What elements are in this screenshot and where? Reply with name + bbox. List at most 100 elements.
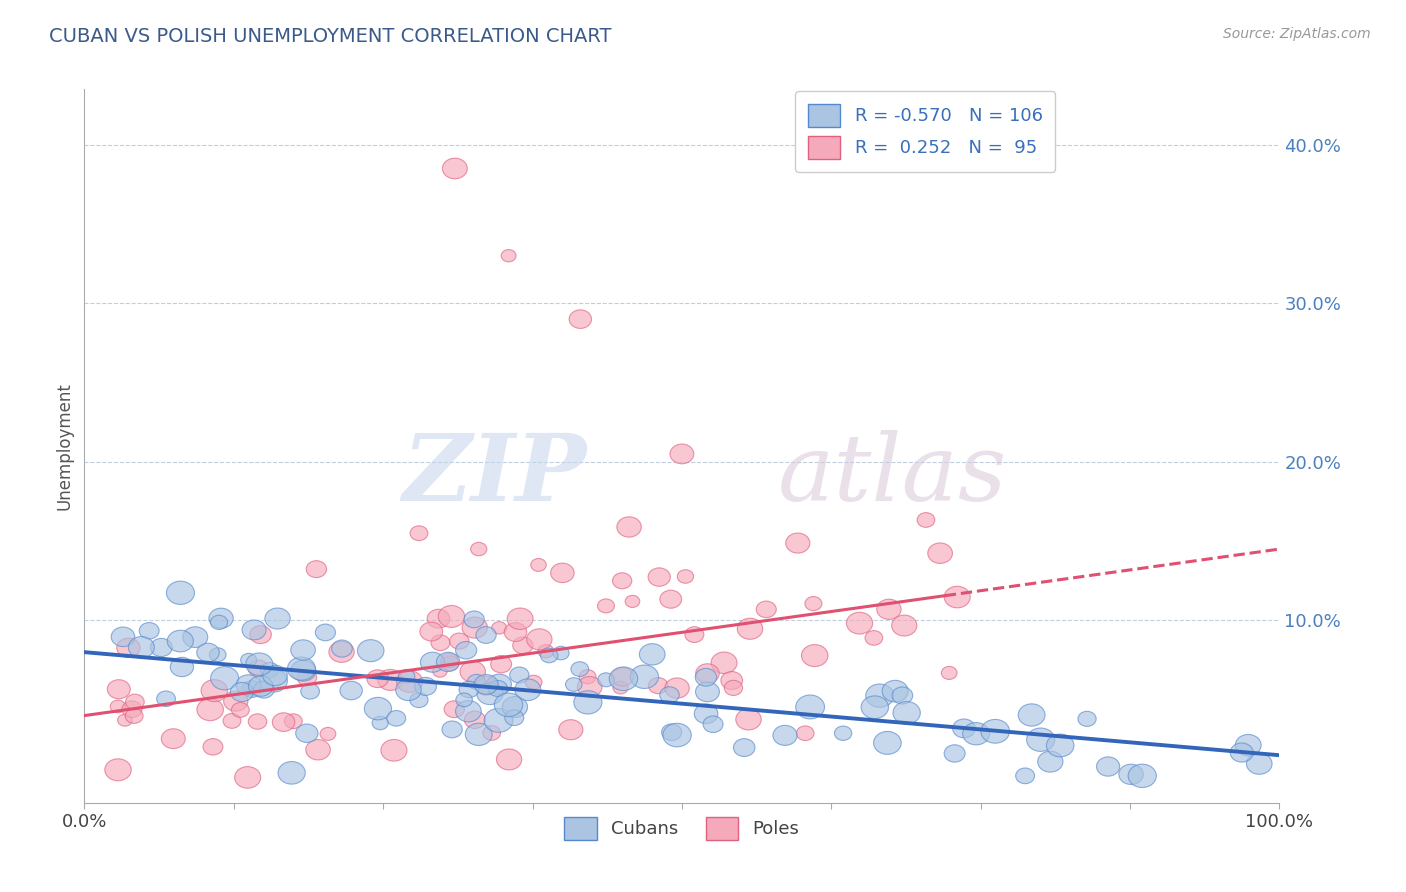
Ellipse shape: [893, 701, 921, 724]
Ellipse shape: [117, 638, 141, 657]
Ellipse shape: [505, 710, 524, 725]
Ellipse shape: [945, 745, 965, 762]
Ellipse shape: [513, 637, 533, 654]
Ellipse shape: [456, 641, 477, 659]
Ellipse shape: [786, 533, 810, 553]
Ellipse shape: [381, 739, 406, 761]
Ellipse shape: [796, 726, 814, 740]
Ellipse shape: [463, 617, 488, 638]
Ellipse shape: [249, 660, 269, 677]
Ellipse shape: [253, 681, 274, 698]
Ellipse shape: [626, 595, 640, 607]
Ellipse shape: [571, 662, 589, 676]
Ellipse shape: [264, 608, 290, 629]
Ellipse shape: [558, 720, 583, 739]
Ellipse shape: [105, 759, 131, 780]
Ellipse shape: [387, 711, 406, 726]
Ellipse shape: [301, 683, 319, 699]
Text: atlas: atlas: [778, 430, 1007, 519]
Ellipse shape: [278, 762, 305, 784]
Ellipse shape: [450, 633, 470, 649]
Ellipse shape: [609, 667, 638, 690]
Ellipse shape: [510, 667, 529, 683]
Y-axis label: Unemployment: Unemployment: [55, 382, 73, 510]
Ellipse shape: [439, 606, 464, 627]
Ellipse shape: [110, 700, 125, 713]
Ellipse shape: [612, 667, 634, 686]
Ellipse shape: [415, 677, 436, 696]
Ellipse shape: [835, 726, 852, 740]
Ellipse shape: [496, 749, 522, 770]
Ellipse shape: [530, 558, 547, 572]
Ellipse shape: [579, 670, 596, 684]
Ellipse shape: [443, 158, 467, 178]
Ellipse shape: [465, 723, 492, 746]
Ellipse shape: [166, 582, 194, 605]
Ellipse shape: [246, 653, 273, 675]
Ellipse shape: [1128, 764, 1156, 788]
Ellipse shape: [569, 310, 592, 328]
Ellipse shape: [495, 693, 523, 716]
Ellipse shape: [553, 647, 569, 660]
Ellipse shape: [801, 645, 828, 666]
Ellipse shape: [201, 680, 228, 701]
Ellipse shape: [1119, 764, 1143, 784]
Ellipse shape: [1046, 734, 1074, 757]
Ellipse shape: [695, 668, 717, 686]
Ellipse shape: [640, 644, 665, 665]
Ellipse shape: [662, 723, 692, 747]
Ellipse shape: [456, 693, 472, 706]
Ellipse shape: [917, 513, 935, 527]
Ellipse shape: [395, 680, 422, 700]
Ellipse shape: [491, 656, 512, 673]
Ellipse shape: [945, 586, 970, 607]
Ellipse shape: [236, 674, 260, 695]
Ellipse shape: [711, 652, 737, 673]
Ellipse shape: [659, 687, 679, 703]
Ellipse shape: [942, 666, 957, 680]
Ellipse shape: [420, 652, 444, 673]
Ellipse shape: [291, 640, 315, 660]
Ellipse shape: [305, 739, 330, 760]
Ellipse shape: [721, 672, 742, 690]
Ellipse shape: [527, 629, 553, 650]
Ellipse shape: [367, 670, 388, 688]
Ellipse shape: [538, 645, 554, 658]
Ellipse shape: [464, 611, 484, 628]
Ellipse shape: [273, 713, 295, 731]
Ellipse shape: [249, 676, 273, 697]
Ellipse shape: [111, 627, 135, 647]
Ellipse shape: [866, 684, 894, 707]
Ellipse shape: [696, 664, 720, 683]
Ellipse shape: [981, 720, 1010, 743]
Ellipse shape: [488, 681, 508, 697]
Ellipse shape: [1230, 743, 1253, 762]
Ellipse shape: [671, 444, 693, 464]
Ellipse shape: [240, 653, 257, 666]
Ellipse shape: [1078, 711, 1097, 726]
Ellipse shape: [162, 729, 186, 748]
Ellipse shape: [928, 543, 952, 564]
Ellipse shape: [170, 657, 194, 677]
Ellipse shape: [1247, 753, 1272, 774]
Ellipse shape: [1097, 757, 1119, 776]
Ellipse shape: [297, 670, 316, 686]
Ellipse shape: [307, 561, 326, 578]
Ellipse shape: [1015, 768, 1035, 784]
Ellipse shape: [378, 669, 404, 690]
Ellipse shape: [1038, 751, 1063, 772]
Ellipse shape: [441, 721, 463, 738]
Ellipse shape: [197, 698, 224, 721]
Ellipse shape: [630, 665, 658, 689]
Ellipse shape: [963, 723, 990, 745]
Ellipse shape: [409, 692, 427, 707]
Ellipse shape: [613, 681, 628, 694]
Ellipse shape: [420, 622, 443, 641]
Ellipse shape: [565, 678, 582, 691]
Ellipse shape: [492, 622, 506, 634]
Ellipse shape: [773, 725, 797, 746]
Ellipse shape: [475, 676, 498, 695]
Ellipse shape: [357, 640, 384, 662]
Ellipse shape: [467, 674, 485, 690]
Ellipse shape: [501, 250, 516, 262]
